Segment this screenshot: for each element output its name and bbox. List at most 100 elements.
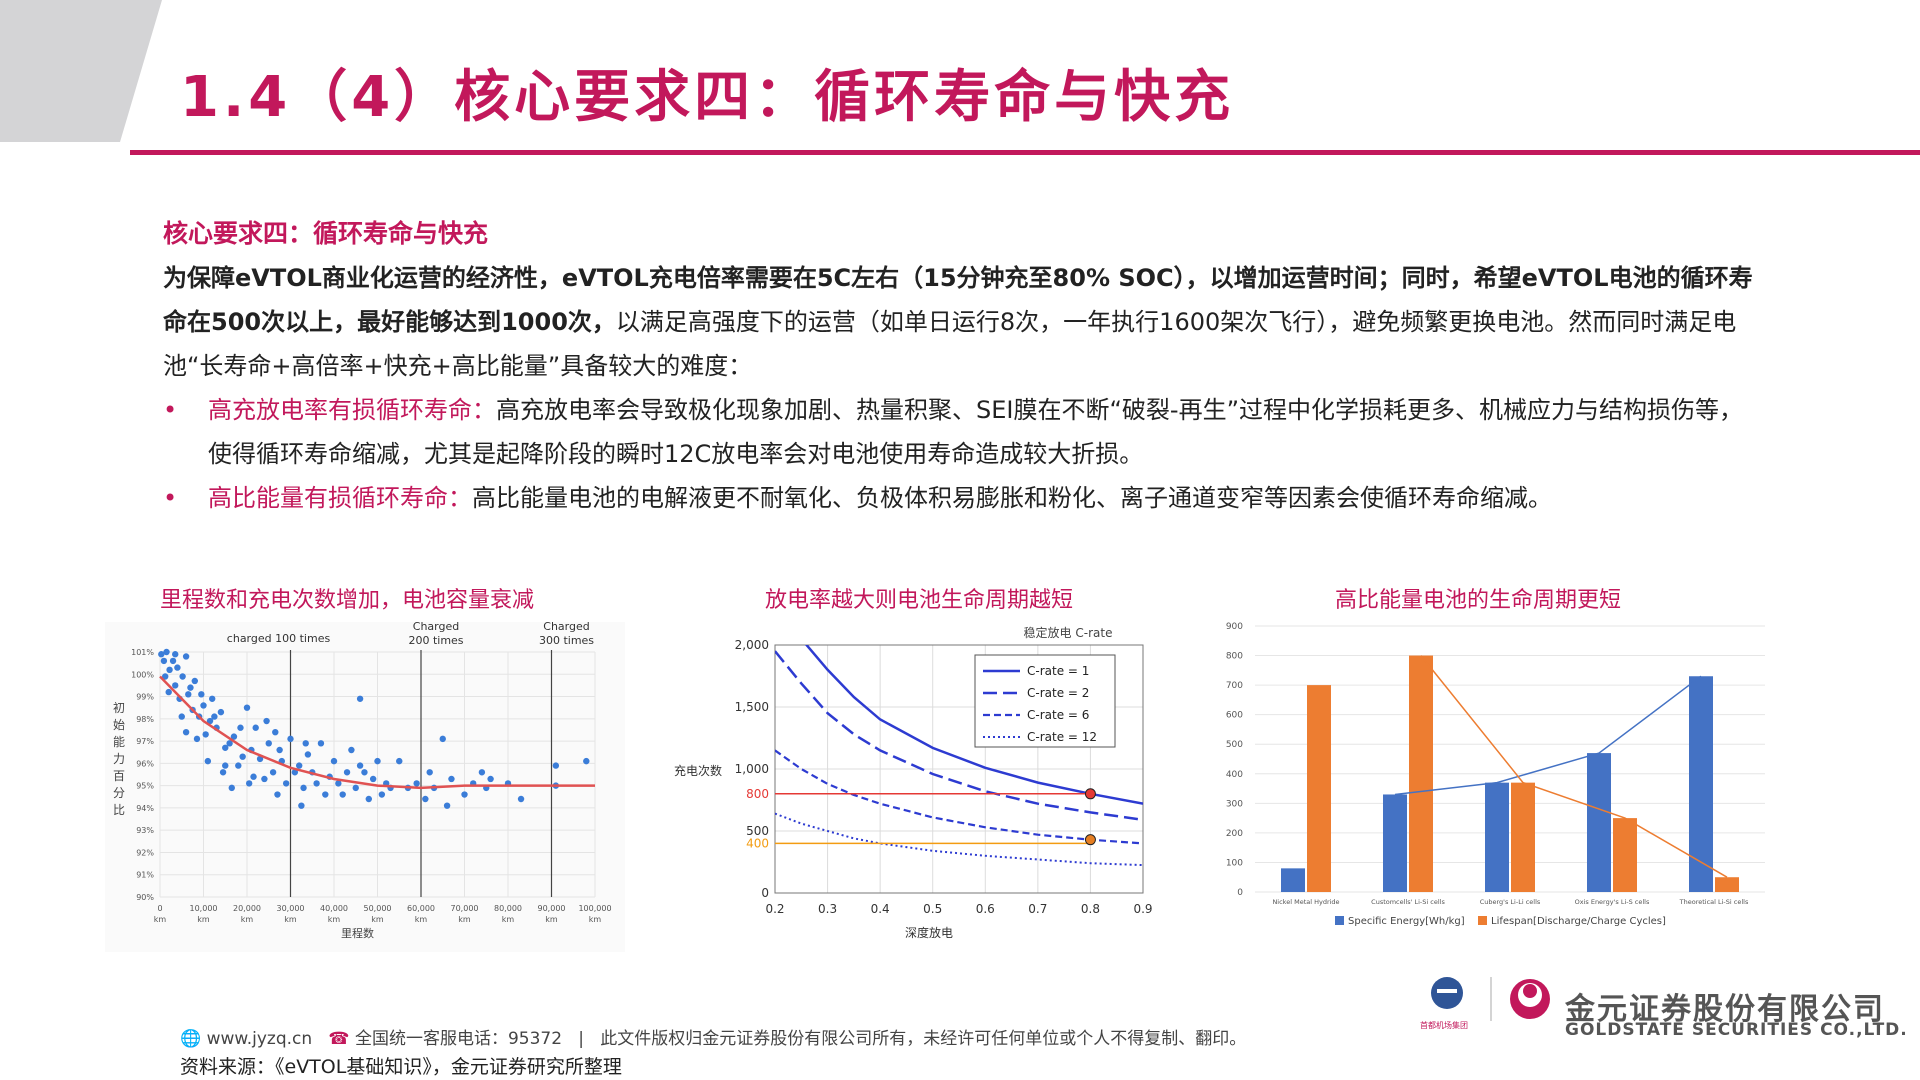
y-tick-label: 2,000 — [735, 638, 769, 652]
crate-line-chart: 0.2 0.3 0.4 0.5 0.6 0.7 0.8 0.9 0 500 1,000 1,500 2,… — [674, 625, 1153, 940]
x-category-label: Customcells' Li-Si cells — [1371, 898, 1445, 906]
scatter-point — [304, 751, 312, 758]
lifespan-bar — [1613, 818, 1637, 892]
scatter-point — [162, 673, 169, 680]
scatter-point — [219, 769, 227, 776]
x-tick-label: 90,000 — [538, 904, 566, 913]
bullet-2-text: 高比能量电池的电解液更不耐氧化、负极体积易膨胀和粉化、离子通道变窄等因素会使循环… — [472, 484, 1552, 512]
scatter-point — [191, 677, 198, 685]
scatter-point — [335, 780, 342, 787]
scatter-point — [228, 784, 235, 792]
scatter-point — [356, 762, 364, 769]
scatter-point — [178, 713, 185, 720]
scatter-point — [158, 651, 165, 658]
intro-paragraph: 为保障eVTOL商业化运营的经济性，eVTOL充电倍率需要在5C左右（15分钟充… — [163, 256, 1763, 388]
footer-website[interactable]: www.jyzq.cn — [206, 1029, 313, 1049]
scatter-point — [166, 666, 173, 674]
scatter-point — [274, 791, 281, 798]
source-note: 资料来源：《eVTOL基础知识》，金元证券研究所整理 — [180, 1056, 622, 1078]
bullet-1-label: 高充放电率有损循环寿命： — [208, 396, 496, 424]
y-tick-label: 1,500 — [735, 700, 769, 714]
charge-annotation: Charged — [543, 622, 589, 633]
scatter-point — [261, 775, 268, 783]
legend-label: C-rate = 6 — [1027, 708, 1089, 722]
charge-annotation: Charged — [413, 622, 459, 633]
scatter-point — [365, 795, 372, 803]
scatter-point — [172, 651, 179, 658]
scatter-point — [374, 757, 381, 765]
chart-background — [105, 622, 625, 952]
legend-label: C-rate = 2 — [1027, 686, 1089, 700]
energy-bar — [1281, 868, 1305, 892]
x-tick-label: 0.2 — [765, 902, 784, 916]
x-category-label: Nickel Metal Hydride — [1272, 898, 1339, 906]
scatter-point — [179, 673, 186, 680]
x-tick-unit: km — [197, 915, 210, 924]
scatter-point — [287, 735, 294, 743]
y-axis-label: 能 — [113, 735, 125, 749]
x-tick-label: 0.8 — [1081, 902, 1100, 916]
bullet-item-2: • 高比能量有损循环寿命：高比能量电池的电解液更不耐氧化、负极体积易膨胀和粉化、… — [163, 476, 1763, 520]
footer-hotline: 全国统一客服电话：95372 — [354, 1029, 563, 1049]
scatter-point — [361, 769, 368, 776]
legend-swatch — [1478, 916, 1487, 925]
x-tick-label: 40,000 — [320, 904, 348, 913]
c-rate-series-line — [775, 749, 1143, 845]
scatter-point — [296, 762, 303, 769]
scatter-point — [193, 735, 201, 743]
scatter-point — [300, 784, 307, 792]
energy-trend-line — [1394, 675, 1702, 796]
y-tick-label: 500 — [1226, 740, 1243, 750]
scatter-point — [172, 682, 179, 689]
scatter-point — [211, 713, 218, 720]
x-tick-label: 10,000 — [190, 904, 218, 913]
scatter-point — [439, 735, 446, 743]
figure-3-title: 高比能量电池的生命周期更短 — [1335, 588, 1622, 613]
y-tick-label: 90% — [136, 893, 154, 902]
x-category-label: Oxis Energy's Li-S cells — [1575, 898, 1650, 906]
figure-2-title: 放电率越大则电池生命周期越短 — [765, 588, 1074, 613]
y-axis-label: 充电次数 — [674, 763, 722, 778]
bullet-dot: • — [163, 396, 178, 424]
c-rate-series-line — [804, 645, 1143, 805]
highlight-marker — [1084, 788, 1096, 800]
highlight-marker — [1084, 834, 1096, 846]
x-tick-unit: km — [589, 915, 602, 924]
x-tick-unit: km — [415, 915, 428, 924]
scatter-point — [204, 757, 212, 765]
y-tick-label: 93% — [136, 826, 154, 835]
scatter-point — [343, 769, 351, 776]
y-axis-label: 百 — [113, 769, 125, 783]
scatter-point — [413, 780, 420, 787]
x-category-label: Cuberg's Li-Li cells — [1480, 898, 1541, 906]
x-tick-label: 0 — [157, 904, 162, 913]
bullet-2-label: 高比能量有损循环寿命： — [208, 484, 472, 512]
scatter-point — [206, 717, 214, 725]
legend-label: Specific Energy[Wh/kg] — [1348, 916, 1465, 927]
intro-normal-text: 以满足高强度下的运营（如单日运行8次，一年执行1600架次飞行），避免频繁更换电… — [163, 308, 1737, 380]
y-axis-label: 比 — [113, 803, 125, 817]
charge-annotation: 300 times — [539, 634, 594, 647]
y-axis-label: 始 — [113, 718, 125, 732]
y-tick-label: 0 — [761, 886, 769, 900]
intro-bold-text: 为保障eVTOL商业化运营的经济性，eVTOL充电倍率需要在5C左右（15分钟充… — [163, 264, 1753, 336]
y-tick-label: 800 — [1226, 652, 1243, 662]
scatter-point — [169, 657, 177, 665]
x-tick-unit: km — [502, 915, 515, 924]
y-tick-label: 98% — [136, 715, 154, 724]
capacity-scatter-chart: 101% 100% 99% 98% 97% 96% 95% 94% 93% 92% 91% 90%0 k… — [105, 622, 625, 952]
scatter-point — [276, 746, 283, 754]
legend-label: Lifespan[Discharge/Charge Cycles] — [1491, 916, 1666, 927]
lifespan-bar — [1409, 655, 1433, 892]
scatter-point — [263, 717, 270, 725]
y-tick-label: 200 — [1226, 829, 1243, 839]
scatter-point — [185, 691, 192, 698]
scatter-point — [235, 762, 242, 769]
charge-annotation: 200 times — [408, 634, 463, 647]
x-tick-unit: km — [371, 915, 384, 924]
x-axis-label: 深度放电 — [905, 925, 953, 940]
bullet-dot: • — [163, 484, 178, 512]
page-title: 1.4（4）核心要求四：循环寿命与快充 — [180, 65, 1235, 130]
x-tick-label: 0.3 — [818, 902, 837, 916]
scatter-point — [461, 791, 468, 798]
